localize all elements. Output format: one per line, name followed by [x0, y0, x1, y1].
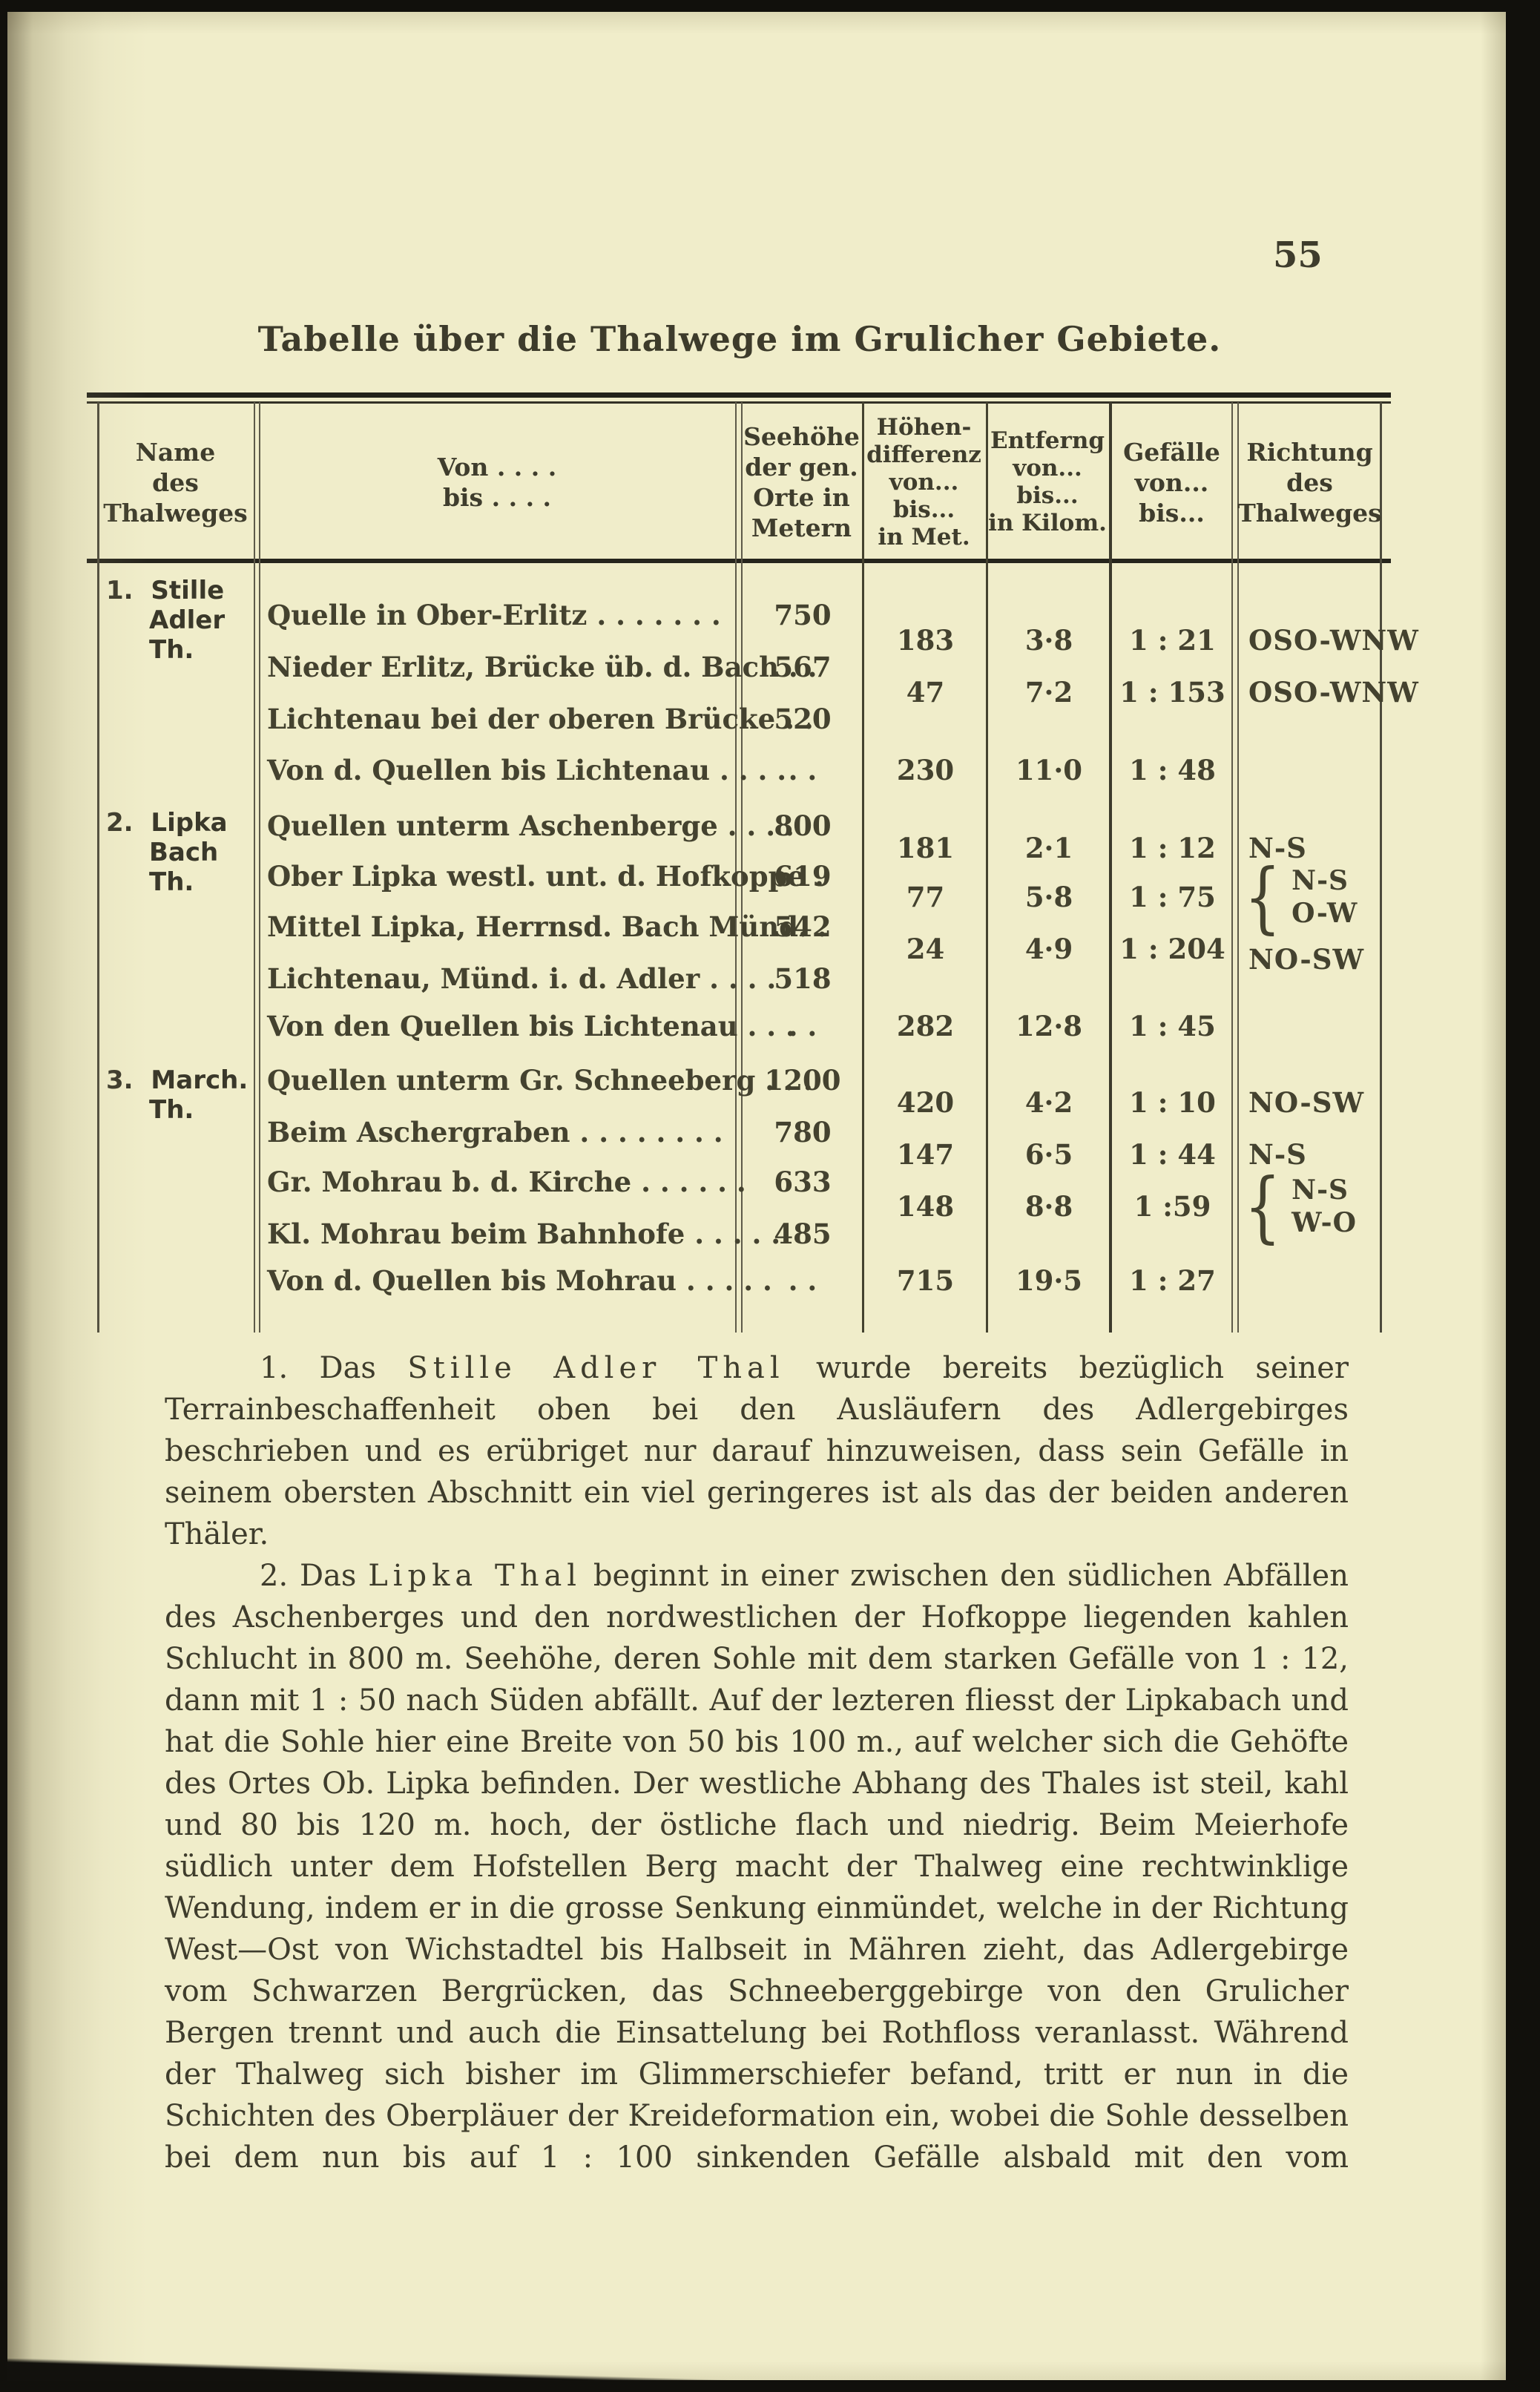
col-header-seehoehe: Seehöhe der gen. Orte in Metern: [743, 422, 860, 542]
paragraph-rest: beginnt in einer zwischen den südlichen …: [165, 1559, 1349, 2175]
distance: 19·5: [1015, 1264, 1083, 1297]
scan-edge: [7, 2359, 734, 2381]
valley-name-spaced: Stille Adler Thal: [407, 1351, 785, 1385]
table-top-rule-heavy: [87, 392, 1391, 398]
table-top-rule-thin: [87, 401, 1391, 404]
summary-place: Von den Quellen bis Lichtenau . . .: [267, 1010, 795, 1042]
station-place: Kl. Mohrau beim Bahnhofe . . . . .: [267, 1218, 781, 1250]
col-header-entfernung: Entferng von... bis... in Kilom.: [988, 427, 1107, 536]
height-diff: 715: [896, 1264, 955, 1297]
table-title: Tabelle über die Thalwege im Grulicher G…: [257, 319, 1222, 359]
summary-row: Von d. Quellen bis Mohrau . . . . . . . …: [97, 1263, 1382, 1298]
summary-row: Von d. Quellen bis Lichtenau . . . . . .…: [97, 752, 1382, 788]
body-text: 1. Das Stille Adler Thal wurde bereits b…: [165, 1347, 1349, 2178]
col-header-von-bis: Von . . . . bis . . . .: [437, 453, 557, 512]
paragraph-lead: 1. Das: [260, 1351, 408, 1385]
valley-name-spaced: Lipka Thal: [368, 1559, 582, 1593]
height-diff: 230: [896, 754, 955, 786]
paragraph-1: 1. Das Stille Adler Thal wurde bereits b…: [165, 1347, 1349, 1555]
direction: N-S: [1291, 865, 1349, 896]
page-number: 55: [1273, 234, 1323, 276]
station-elevation: 485: [774, 1218, 832, 1250]
direction: N-S: [1291, 1174, 1349, 1206]
station-elevation: 518: [774, 962, 832, 995]
header-bottom-rule: [87, 559, 1391, 563]
summary-elevation: . .: [788, 1264, 817, 1297]
station-place: Lichtenau, Münd. i. d. Adler . . . .: [267, 962, 777, 995]
station-row: Lichtenau bei der oberen Brücke . . 520: [97, 701, 1382, 737]
paragraph-lead: 2. Das: [260, 1559, 369, 1593]
summary-row: Von den Quellen bis Lichtenau . . . . . …: [97, 1008, 1382, 1044]
height-diff: 282: [896, 1010, 955, 1042]
station-place: Lichtenau bei der oberen Brücke . .: [267, 703, 814, 735]
station-row: Kl. Mohrau beim Bahnhofe . . . . . 485: [97, 1216, 1382, 1252]
summary-place: Von d. Quellen bis Lichtenau . . . .: [267, 754, 787, 786]
col-header-name: Name des Thalweges: [103, 437, 248, 528]
col-header-hoehendifferenz: Höhen- differenz von... bis... in Met.: [866, 413, 981, 551]
distance: 12·8: [1015, 1010, 1083, 1042]
paragraph-2: 2. Das Lipka Thal beginnt in einer zwisc…: [165, 1555, 1349, 2178]
paper-page: 55 Tabelle über die Thalwege im Gruliche…: [7, 12, 1506, 2381]
col-header-gefaelle: Gefälle von... bis...: [1123, 437, 1220, 528]
gradient: 1 : 45: [1129, 1010, 1216, 1042]
thalweg-table: Name des Thalweges Von . . . . bis . . .…: [87, 392, 1418, 1333]
station-elevation: 520: [774, 703, 832, 735]
summary-elevation: . .: [788, 754, 817, 786]
distance: 11·0: [1015, 754, 1083, 786]
gradient: 1 : 27: [1129, 1264, 1216, 1297]
summary-elevation: . .: [788, 1010, 817, 1042]
station-row: Lichtenau, Münd. i. d. Adler . . . . 518: [97, 961, 1382, 996]
col-header-richtung: Richtung des Thalweges: [1237, 437, 1382, 528]
gradient: 1 : 48: [1129, 754, 1216, 786]
summary-place: Von d. Quellen bis Mohrau . . . . .: [267, 1264, 772, 1297]
